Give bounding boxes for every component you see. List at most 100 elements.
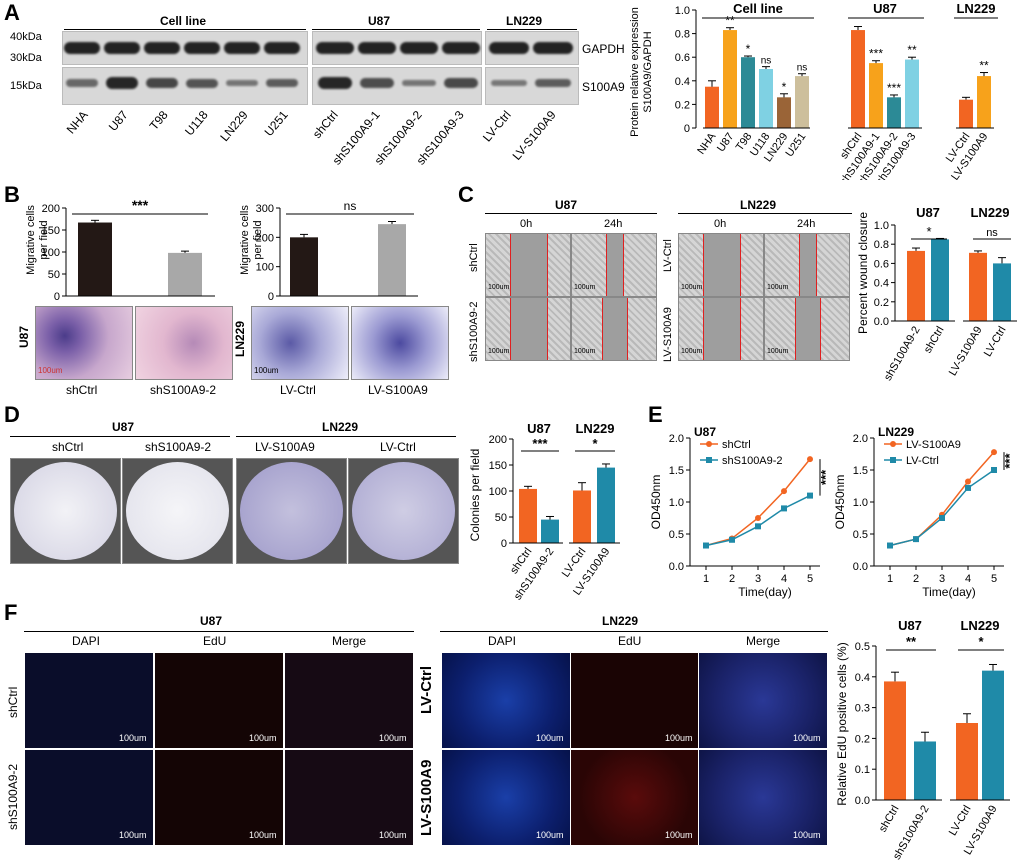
x-tick-label: NHA (695, 130, 719, 156)
y-tick-label: 1.0 (853, 497, 868, 509)
edu-group-u87: U87 (200, 614, 223, 628)
time-24h: 24h (797, 218, 816, 230)
legend-label: LV-Ctrl (906, 455, 939, 467)
s100a9-band (318, 76, 352, 90)
scale-bar-label: 100um (38, 366, 63, 375)
significance-label: * (782, 80, 787, 94)
y-axis-title: Relative EdU positive cells (%) (835, 642, 849, 805)
bar (959, 99, 973, 128)
scale-bar-label: 100um (681, 348, 703, 355)
blot-group-cell-line: Cell line (160, 14, 207, 28)
gapdh-band (224, 42, 260, 54)
edu-image: 100um (154, 749, 284, 846)
edu-image: 100um (24, 652, 154, 749)
edu-image: 100um (441, 749, 571, 846)
edu-row-shs100a9-2: shS100A9-2 (6, 763, 20, 830)
bar (931, 239, 949, 321)
y-tick-label: 0.2 (675, 99, 690, 111)
wound-image: 100um (764, 233, 850, 297)
wound-image: 100um (764, 297, 850, 361)
data-point (781, 488, 787, 495)
data-point (755, 523, 761, 530)
colony-label-lv-s100a9: LV-S100A9 (255, 440, 315, 454)
group-label: U87 (527, 421, 551, 436)
group-label: LN229 (970, 205, 1009, 220)
bar (723, 30, 737, 129)
y-tick-label: 200 (42, 203, 60, 215)
y-tick-label: 0.3 (855, 703, 870, 715)
scale-bar-label: 100um (681, 284, 703, 291)
y-tick-label: 0.6 (874, 258, 889, 270)
x-tick-label: shCtrl (922, 325, 947, 356)
y-tick-label: 2.0 (669, 433, 684, 445)
wound-image: 100um (485, 297, 571, 361)
group-label: LN229 (575, 421, 614, 436)
colony-group-u87: U87 (112, 420, 135, 434)
wound-gap (795, 298, 821, 360)
x-tick-label: U87 (715, 131, 736, 154)
scale-bar-label: 100um (379, 733, 407, 743)
img-label-shs100a9-2: shS100A9-2 (150, 383, 217, 397)
scale-bar-label: 100um (767, 284, 789, 291)
edu-row-lv-s100a9: LV-S100A9 (418, 759, 435, 836)
panel-label-a: A (4, 0, 20, 25)
wound-image: 100um (485, 233, 571, 297)
chart-title: U87 (694, 425, 716, 439)
y-axis-title: Migrative cellsper field (239, 205, 264, 275)
data-point (807, 492, 813, 499)
chart-c-wound-closure: 0.0 0.2 0.4 0.6 0.8 1.0 U87 LN229 * ns shS100A9-2 s… (856, 205, 1017, 383)
bar (851, 30, 865, 129)
bar (705, 86, 719, 128)
y-tick-label: 50 (48, 269, 60, 281)
group-label: U87 (898, 618, 922, 633)
bar (956, 723, 978, 800)
wound-gap (602, 298, 628, 360)
scale-bar-label: 100um (767, 348, 789, 355)
lane-label: NHA (63, 108, 91, 137)
bar (741, 57, 755, 129)
legend-marker (890, 457, 896, 463)
x-tick-label: LV-Ctrl (947, 804, 974, 838)
data-point (991, 467, 997, 473)
s100a9-band (491, 79, 527, 87)
significance-label: ** (907, 43, 917, 57)
gapdh-band (442, 42, 480, 54)
scale-bar-label: 100um (119, 830, 147, 840)
significance-label: * (592, 436, 598, 451)
scale-bar-label: 100um (119, 733, 147, 743)
significance-label: * (978, 634, 984, 649)
scale-bar-label: 100um (574, 284, 596, 291)
x-tick-label: shCtrl (877, 804, 902, 835)
data-point (755, 515, 761, 521)
x-axis-title: Time(day) (922, 585, 976, 599)
y-tick-label: 0.4 (675, 76, 690, 88)
y-tick-label: 0.5 (855, 641, 870, 653)
bar (573, 490, 591, 543)
data-point (781, 505, 787, 512)
scale-bar-label: 100um (536, 830, 564, 840)
channel-label: DAPI (72, 634, 101, 648)
gapdh-band (358, 42, 396, 54)
wound-gap (703, 298, 741, 360)
bar (519, 488, 537, 543)
x-tick-label: U251 (784, 131, 809, 159)
lane-label: LN229 (217, 108, 251, 145)
group-label: U87 (916, 205, 940, 220)
y-tick-label: 0.2 (874, 297, 889, 309)
scale-bar-label: 100um (379, 830, 407, 840)
y-tick-label: 100 (489, 486, 507, 498)
gapdh-band (144, 42, 180, 54)
series-line (889, 469, 995, 547)
s100a9-band (535, 78, 571, 88)
y-tick-label: 200 (256, 232, 274, 244)
x-tick-label: 1 (703, 573, 709, 585)
panel-label-e: E (648, 402, 663, 427)
row-label-shctrl: shCtrl (468, 243, 480, 272)
edu-row-shctrl: shCtrl (6, 686, 20, 718)
img-label-lv-ctrl: LV-Ctrl (280, 383, 316, 397)
data-point (887, 542, 893, 549)
group-label: LN229 (960, 618, 999, 633)
significance-label: *** (869, 47, 883, 61)
